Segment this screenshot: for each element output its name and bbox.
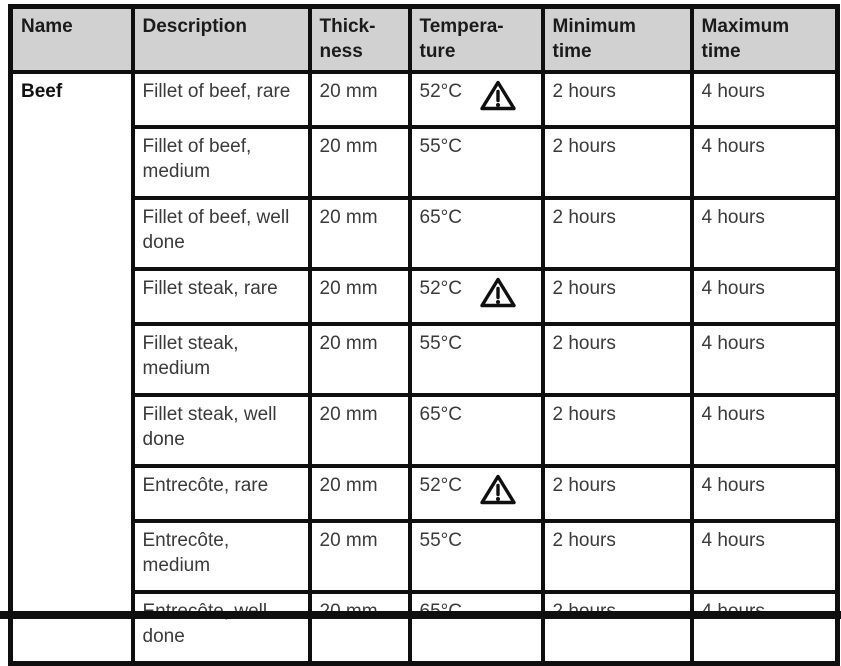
- cell-maximum-time: 4 hours: [689, 267, 840, 326]
- cell-minimum-time: 2 hours: [540, 267, 694, 326]
- temperature-wrap: 52°C: [420, 79, 537, 111]
- cell-maximum-time: 4 hours: [689, 70, 840, 129]
- temperature-wrap: 52°C: [420, 473, 537, 505]
- header-temperature: Tempera- ture: [407, 4, 545, 74]
- table-header: Name Description Thick- ness Tempera- tu…: [8, 4, 840, 74]
- cell-description: Fillet steak, rare: [130, 267, 312, 326]
- cell-thickness: 20 mm: [307, 393, 412, 468]
- cell-thickness: 20 mm: [307, 125, 412, 200]
- cell-description: Fillet steak, well done: [130, 393, 312, 468]
- table-row: Beef Fillet of beef, rare 20 mm 52°C 2 h…: [8, 70, 840, 666]
- table-row: Fillet steak, well done 20 mm 65°C 2 hou…: [11, 393, 840, 468]
- cell-minimum-time: 2 hours: [540, 590, 694, 666]
- cell-temperature: 65°C: [407, 393, 545, 468]
- cell-temperature: 55°C: [407, 322, 545, 397]
- cell-temperature: 65°C: [407, 590, 545, 666]
- warning-triangle-icon: [480, 474, 516, 505]
- cell-description: Entrecôte, well done: [130, 590, 312, 666]
- page-bottom-rule: [0, 611, 841, 619]
- cooking-guide-table: Name Description Thick- ness Tempera- tu…: [8, 4, 840, 666]
- cell-minimum-time: 2 hours: [540, 196, 694, 271]
- cell-temperature: 52°C: [407, 70, 545, 129]
- cell-minimum-time: 2 hours: [540, 125, 694, 200]
- cell-minimum-time: 2 hours: [540, 464, 694, 523]
- header-description: Description: [130, 4, 312, 74]
- header-thickness: Thick- ness: [307, 4, 412, 74]
- cell-thickness: 20 mm: [307, 70, 412, 129]
- cell-maximum-time: 4 hours: [689, 125, 840, 200]
- cell-maximum-time: 4 hours: [689, 519, 840, 594]
- cell-temperature: 65°C: [407, 196, 545, 271]
- temperature-wrap: 52°C: [420, 276, 537, 308]
- cell-minimum-time: 2 hours: [540, 70, 694, 129]
- cell-maximum-time: 4 hours: [689, 590, 840, 666]
- cell-description: Entrecôte, rare: [130, 464, 312, 523]
- warning-triangle-icon: [480, 80, 516, 111]
- cell-minimum-time: 2 hours: [540, 393, 694, 468]
- cell-name: Beef: [8, 70, 135, 666]
- table-row: Entrecôte, well done 20 mm 65°C 2 hours …: [11, 590, 840, 666]
- cell-thickness: 20 mm: [307, 322, 412, 397]
- temperature-value: 52°C: [419, 278, 462, 299]
- cell-thickness: 20 mm: [307, 519, 412, 594]
- cell-description: Fillet of beef, well done: [130, 196, 312, 271]
- temperature-value: 52°C: [419, 475, 462, 496]
- cell-thickness: 20 mm: [307, 267, 412, 326]
- header-minimum-time: Minimum time: [540, 4, 694, 74]
- table-row: Fillet of beef, medium 20 mm 55°C 2 hour…: [11, 125, 840, 200]
- table-row: Entrecôte, rare 20 mm 52°C 2 hours 4 hou…: [11, 464, 840, 523]
- temperature-value: 52°C: [419, 81, 462, 102]
- cell-thickness: 20 mm: [307, 196, 412, 271]
- cell-description: Fillet of beef, medium: [130, 125, 312, 200]
- header-maximum-time: Maximum time: [689, 4, 840, 74]
- cell-temperature: 55°C: [407, 125, 545, 200]
- cell-thickness: 20 mm: [307, 590, 412, 666]
- header-name: Name: [8, 4, 135, 74]
- header-row: Name Description Thick- ness Tempera- tu…: [8, 4, 840, 74]
- cell-temperature: 52°C: [407, 464, 545, 523]
- cell-maximum-time: 4 hours: [689, 322, 840, 397]
- warning-triangle-icon: [480, 277, 516, 308]
- table-row: Fillet steak, rare 20 mm 52°C 2 hours 4 …: [11, 267, 840, 326]
- cell-maximum-time: 4 hours: [689, 393, 840, 468]
- cell-description: Fillet of beef, rare: [130, 70, 312, 129]
- table-body: Beef Fillet of beef, rare 20 mm 52°C 2 h…: [8, 70, 840, 666]
- cell-maximum-time: 4 hours: [689, 464, 840, 523]
- cell-maximum-time: 4 hours: [689, 196, 840, 271]
- cell-temperature: 55°C: [407, 519, 545, 594]
- cell-minimum-time: 2 hours: [540, 519, 694, 594]
- cell-description: Entrecôte, medium: [130, 519, 312, 594]
- cell-description: Fillet steak, medium: [130, 322, 312, 397]
- table-row: Fillet of beef, well done 20 mm 65°C 2 h…: [11, 196, 840, 271]
- table-row: Entrecôte, medium 20 mm 55°C 2 hours 4 h…: [11, 519, 840, 594]
- cell-thickness: 20 mm: [307, 464, 412, 523]
- cell-temperature: 52°C: [407, 267, 545, 326]
- table-row: Fillet steak, medium 20 mm 55°C 2 hours …: [11, 322, 840, 397]
- cell-minimum-time: 2 hours: [540, 322, 694, 397]
